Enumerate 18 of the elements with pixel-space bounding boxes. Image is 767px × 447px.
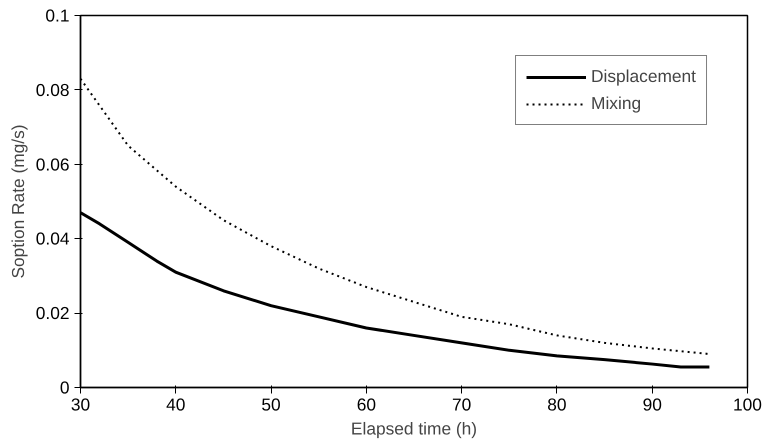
x-tick-label: 70 — [452, 394, 472, 414]
x-tick-label: 60 — [356, 394, 376, 414]
y-tick-label: 0.1 — [45, 6, 70, 26]
legend-label: Displacement — [591, 66, 696, 87]
x-tick-label: 40 — [166, 394, 186, 414]
x-tick-label: 30 — [70, 394, 90, 414]
x-tick-label: 100 — [733, 394, 762, 414]
y-tick-label: 0.02 — [36, 303, 70, 324]
x-tick-label: 50 — [261, 394, 281, 414]
x-tick-label: 80 — [547, 394, 567, 414]
y-axis-title: Soption Rate (mg/s) — [8, 124, 28, 279]
y-tick-label: 0.06 — [36, 154, 70, 174]
y-tick-label: 0 — [60, 378, 70, 398]
y-tick-label: 0.08 — [36, 80, 70, 100]
x-tick-label: 90 — [642, 394, 662, 414]
x-axis-title: Elapsed time (h) — [350, 418, 478, 438]
y-tick-label: 0.04 — [36, 228, 70, 249]
legend-label: Mixing — [591, 93, 642, 114]
